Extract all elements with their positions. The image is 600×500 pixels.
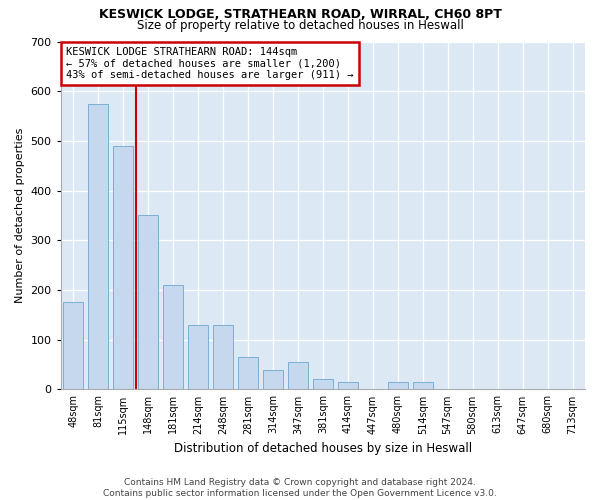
Bar xyxy=(338,382,358,390)
X-axis label: Distribution of detached houses by size in Heswall: Distribution of detached houses by size … xyxy=(174,442,472,455)
Y-axis label: Number of detached properties: Number of detached properties xyxy=(15,128,25,303)
Bar xyxy=(288,362,308,390)
Text: KESWICK LODGE, STRATHEARN ROAD, WIRRAL, CH60 8PT: KESWICK LODGE, STRATHEARN ROAD, WIRRAL, … xyxy=(98,8,502,20)
Bar xyxy=(63,302,83,390)
Bar xyxy=(113,146,133,390)
Bar xyxy=(238,357,258,390)
Bar xyxy=(413,382,433,390)
Text: Size of property relative to detached houses in Heswall: Size of property relative to detached ho… xyxy=(137,18,463,32)
Bar xyxy=(213,325,233,390)
Bar xyxy=(163,285,183,390)
Bar xyxy=(88,104,108,390)
Bar xyxy=(138,216,158,390)
Text: Contains HM Land Registry data © Crown copyright and database right 2024.
Contai: Contains HM Land Registry data © Crown c… xyxy=(103,478,497,498)
Bar xyxy=(263,370,283,390)
Bar xyxy=(313,380,333,390)
Bar xyxy=(188,325,208,390)
Bar xyxy=(388,382,408,390)
Text: KESWICK LODGE STRATHEARN ROAD: 144sqm
← 57% of detached houses are smaller (1,20: KESWICK LODGE STRATHEARN ROAD: 144sqm ← … xyxy=(66,46,353,80)
